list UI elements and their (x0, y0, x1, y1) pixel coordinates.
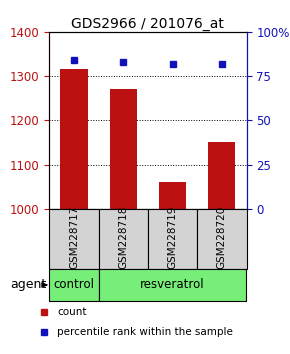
Text: GSM228718: GSM228718 (118, 206, 128, 269)
Bar (197, 209, 246, 269)
Bar (99, 269, 246, 301)
Bar (208, 142, 235, 209)
Bar (49, 269, 99, 301)
Text: count: count (57, 307, 87, 318)
Text: GSM228717: GSM228717 (69, 206, 79, 269)
Bar (60, 69, 88, 209)
Bar (110, 89, 137, 209)
Bar (148, 209, 197, 269)
Text: percentile rank within the sample: percentile rank within the sample (57, 327, 233, 337)
Text: GSM228720: GSM228720 (217, 206, 227, 269)
Bar (49, 209, 99, 269)
Text: control: control (53, 279, 95, 291)
Title: GDS2966 / 201076_at: GDS2966 / 201076_at (71, 17, 224, 31)
Bar (99, 209, 148, 269)
Text: agent: agent (11, 279, 47, 291)
Text: resveratrol: resveratrol (140, 279, 205, 291)
Bar (159, 182, 186, 209)
Text: GSM228719: GSM228719 (168, 206, 177, 269)
